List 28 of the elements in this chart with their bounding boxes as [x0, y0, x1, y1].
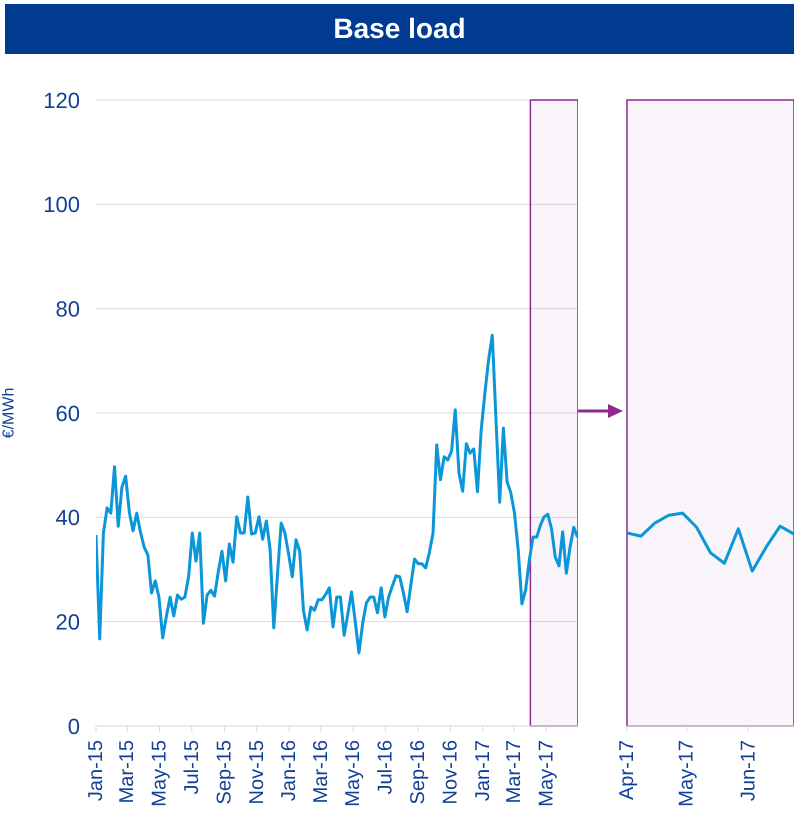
x-tick-label: Nov-16	[439, 740, 462, 804]
x-tick-label: Jul-15	[180, 740, 203, 794]
x-tick-label: Nov-15	[246, 740, 268, 804]
x-tick-label: Jul-16	[374, 740, 396, 794]
y-tick-label: 80	[56, 296, 80, 322]
x-tick-label: Mar-15	[116, 740, 138, 804]
y-tick-label: 100	[43, 192, 80, 218]
x-tick-label: May-16	[342, 740, 364, 807]
x-tick-label: Jan-17	[472, 740, 494, 802]
x-tick-label: May-17	[676, 740, 698, 807]
x-tick-label: Apr-17	[616, 740, 638, 800]
y-tick-label: 60	[56, 400, 80, 426]
x-tick-label: May-15	[148, 740, 170, 807]
y-tick-label: 40	[56, 505, 80, 530]
x-tick-label: May-17	[535, 740, 558, 807]
x-tick-label: Mar-17	[502, 740, 525, 804]
chart-title: Base load	[5, 4, 794, 54]
x-tick-label: Jan-16	[278, 740, 300, 802]
y-tick-label: 120	[43, 88, 80, 113]
x-tick-label: Mar-16	[310, 740, 332, 804]
y-tick-label: 20	[56, 609, 80, 634]
y-tick-label: 0	[68, 714, 80, 739]
y-axis-title: €/MWh	[0, 388, 18, 438]
x-tick-label: Jan-15	[85, 740, 107, 802]
x-tick-label: Sep-15	[214, 740, 236, 804]
line-series	[96, 334, 578, 654]
x-tick-label: Jun-17	[737, 740, 760, 802]
x-tick-label: Sep-16	[407, 740, 430, 804]
